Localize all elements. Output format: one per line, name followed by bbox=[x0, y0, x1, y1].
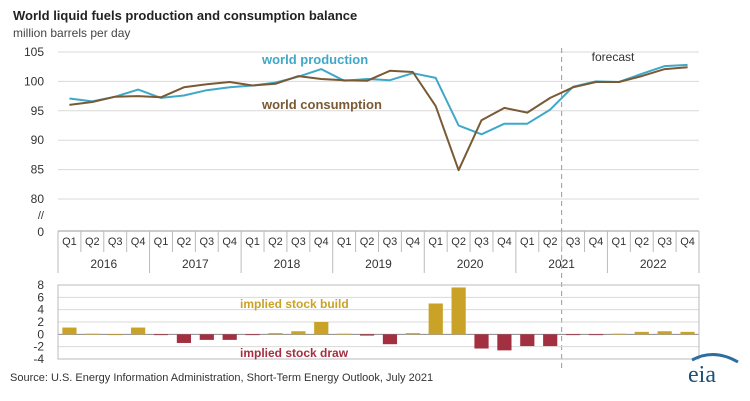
x-tick-label: Q3 bbox=[291, 236, 306, 248]
bar bbox=[85, 333, 100, 335]
bar bbox=[405, 333, 420, 335]
annotations: world production world consumption implied… bbox=[240, 52, 382, 360]
bar bbox=[131, 327, 146, 335]
bar bbox=[245, 334, 260, 336]
y-tick-label: 0 bbox=[37, 327, 44, 341]
x-tick-label: Q1 bbox=[62, 236, 77, 248]
source-note: Source: U.S. Energy Information Administ… bbox=[10, 372, 434, 384]
bar bbox=[588, 334, 604, 336]
bar bbox=[657, 331, 672, 335]
x-tick-label: Q2 bbox=[268, 236, 283, 248]
year-label: 2020 bbox=[457, 257, 484, 271]
x-tick-label: Q2 bbox=[543, 236, 558, 248]
y-tick-label: 90 bbox=[31, 133, 45, 147]
x-tick-label: Q1 bbox=[520, 236, 535, 248]
x-tick-label: Q2 bbox=[85, 236, 100, 248]
x-tick-label: Q2 bbox=[451, 236, 466, 248]
year-label: 2016 bbox=[90, 257, 117, 271]
y-tick-label: -4 bbox=[33, 352, 44, 366]
chart-subtitle: million barrels per day bbox=[13, 26, 131, 40]
bar bbox=[62, 327, 77, 335]
x-tick-label: Q1 bbox=[337, 236, 352, 248]
bar bbox=[291, 331, 306, 335]
bar bbox=[222, 334, 237, 340]
world-consumption-label: world consumption bbox=[261, 97, 382, 112]
bar bbox=[153, 334, 169, 336]
bar bbox=[337, 333, 352, 335]
x-tick-label: Q4 bbox=[589, 236, 604, 248]
bar bbox=[382, 334, 398, 345]
bar bbox=[268, 333, 283, 335]
x-tick-label: Q2 bbox=[177, 236, 192, 248]
axis-break-mark: // bbox=[38, 210, 45, 222]
x-tick-label: Q1 bbox=[428, 236, 443, 248]
bar bbox=[520, 334, 535, 347]
bar bbox=[565, 334, 581, 336]
x-tick-label: Q4 bbox=[405, 236, 420, 248]
bar-series bbox=[62, 287, 695, 351]
x-axis: Q1 Q2 Q3 Q4 Q1 Q2 Q3 Q4 Q1 Q2 Q3 Q4 Q1 Q2 Q3 Q4 Q1 Q2 Q3 Q4… bbox=[57, 230, 700, 273]
y-tick-label: 8 bbox=[37, 278, 44, 292]
x-tick-label: Q3 bbox=[383, 236, 398, 248]
world-consumption-line bbox=[69, 66, 688, 172]
bar-panel-frame bbox=[57, 284, 700, 360]
x-tick-label: Q4 bbox=[680, 236, 695, 248]
bar bbox=[451, 287, 466, 335]
year-label: 2018 bbox=[274, 257, 301, 271]
bar bbox=[611, 333, 626, 335]
y-tick-label: 0 bbox=[37, 225, 44, 239]
year-label: 2019 bbox=[365, 257, 392, 271]
bar bbox=[634, 331, 649, 335]
x-tick-label: Q3 bbox=[566, 236, 581, 248]
stock-draw-label: implied stock draw bbox=[240, 346, 349, 360]
x-tick-label: Q4 bbox=[131, 236, 146, 248]
top-y-axis: 80 85 90 95 100 105 // 0 bbox=[24, 45, 45, 239]
x-tick-label: Q4 bbox=[314, 236, 329, 248]
x-tick-label: Q1 bbox=[245, 236, 260, 248]
y-tick-label: 95 bbox=[31, 104, 45, 118]
year-label: 2021 bbox=[548, 257, 575, 271]
y-tick-label: 100 bbox=[24, 74, 44, 88]
bar bbox=[474, 334, 489, 349]
eia-logo: eia bbox=[688, 353, 739, 386]
forecast-label: forecast bbox=[592, 50, 635, 64]
stock-build-label: implied stock build bbox=[240, 297, 349, 311]
y-tick-label: 105 bbox=[24, 45, 44, 59]
bottom-grid bbox=[57, 284, 700, 360]
x-tick-label: Q1 bbox=[154, 236, 169, 248]
bar bbox=[497, 334, 512, 351]
y-tick-label: 85 bbox=[31, 163, 45, 177]
y-tick-label: 4 bbox=[37, 303, 44, 317]
y-tick-label: -2 bbox=[33, 340, 44, 354]
bar bbox=[543, 334, 558, 347]
y-tick-label: 80 bbox=[31, 192, 45, 206]
x-tick-label: Q3 bbox=[474, 236, 489, 248]
bar bbox=[176, 334, 192, 343]
y-tick-label: 2 bbox=[37, 315, 44, 329]
x-tick-label: Q3 bbox=[199, 236, 214, 248]
bar bbox=[199, 334, 214, 340]
bar bbox=[680, 331, 695, 335]
x-tick-label: Q3 bbox=[657, 236, 672, 248]
line-series bbox=[69, 63, 688, 172]
bar bbox=[314, 322, 329, 335]
forecast-divider: forecast bbox=[561, 48, 635, 368]
x-tick-label: Q4 bbox=[497, 236, 512, 248]
year-label: 2017 bbox=[182, 257, 209, 271]
chart-title: World liquid fuels production and consum… bbox=[13, 8, 358, 23]
x-tick-label: Q3 bbox=[108, 236, 123, 248]
bar bbox=[108, 334, 123, 336]
world-production-label: world production bbox=[261, 52, 368, 67]
x-tick-label: Q1 bbox=[612, 236, 627, 248]
year-label: 2022 bbox=[640, 257, 667, 271]
y-tick-label: 6 bbox=[37, 290, 44, 304]
x-tick-label: Q2 bbox=[634, 236, 649, 248]
x-tick-label: Q2 bbox=[360, 236, 375, 248]
bar bbox=[359, 334, 375, 336]
x-tick-label: Q4 bbox=[222, 236, 237, 248]
logo-text: eia bbox=[688, 362, 716, 386]
bar bbox=[428, 303, 443, 335]
